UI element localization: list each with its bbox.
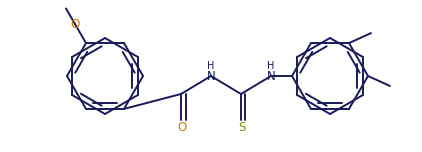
Text: H: H — [267, 61, 275, 71]
Text: O: O — [70, 17, 80, 31]
Text: O: O — [177, 121, 187, 134]
Text: N: N — [267, 69, 276, 83]
Text: N: N — [207, 69, 215, 83]
Text: S: S — [238, 121, 246, 134]
Text: H: H — [207, 61, 215, 71]
